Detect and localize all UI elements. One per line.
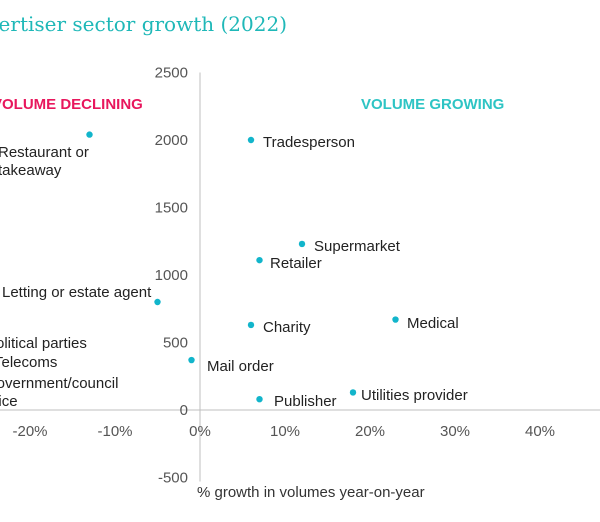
label-utilities: Utilities provider: [361, 387, 468, 404]
data-point: [256, 396, 263, 403]
label-restaurant-line2: takeaway: [0, 162, 62, 179]
label-government-line1: Government/council: [0, 375, 118, 392]
y-tick-label: 500: [163, 335, 188, 352]
label-retailer: Retailer: [270, 255, 322, 272]
y-tick-labels: 2500 2000 1500 1000 500 0 -500: [155, 65, 188, 487]
x-tick-label: -20%: [12, 423, 47, 440]
label-tradesperson: Tradesperson: [263, 134, 355, 151]
y-tick-label: 2000: [155, 132, 188, 149]
region-label-growing: VOLUME GROWING: [361, 96, 504, 113]
label-government-line2: office: [0, 393, 18, 410]
x-tick-label: 20%: [355, 423, 385, 440]
x-tick-label: 0%: [189, 423, 211, 440]
x-tick-label: 30%: [440, 423, 470, 440]
label-publisher: Publisher: [274, 393, 337, 410]
data-point: [247, 136, 255, 144]
data-point: [298, 240, 306, 248]
data-point: [256, 256, 263, 264]
data-points: [86, 131, 399, 403]
data-point: [188, 356, 195, 364]
x-tick-label: 10%: [270, 423, 300, 440]
label-medical: Medical: [407, 315, 459, 332]
data-point: [392, 316, 399, 323]
label-telecoms: Telecoms: [0, 354, 57, 371]
x-tick-label: 40%: [525, 423, 555, 440]
label-political: Political parties: [0, 335, 87, 352]
label-supermarket: Supermarket: [314, 238, 401, 255]
data-point: [154, 298, 161, 306]
x-tick-labels: -20% -10% 0% 10% 20% 30% 40%: [12, 423, 555, 440]
y-tick-label: 1000: [155, 267, 188, 284]
x-axis-title: % growth in volumes year-on-year: [197, 484, 425, 501]
label-letting: Letting or estate agent: [2, 284, 152, 301]
data-point: [349, 389, 357, 396]
y-tick-label: 2500: [155, 65, 188, 82]
label-charity: Charity: [263, 319, 311, 336]
label-restaurant-line1: Restaurant or: [0, 144, 89, 161]
y-tick-label: -500: [158, 470, 188, 487]
data-point: [86, 131, 93, 138]
label-mail-order: Mail order: [207, 358, 274, 375]
y-tick-label: 0: [180, 402, 188, 419]
y-tick-label: 1500: [155, 200, 188, 217]
region-label-declining: VOLUME DECLINING: [0, 96, 143, 113]
x-tick-label: -10%: [97, 423, 132, 440]
chart-title: Advertiser sector growth (2022): [0, 12, 287, 36]
data-point: [247, 321, 255, 329]
